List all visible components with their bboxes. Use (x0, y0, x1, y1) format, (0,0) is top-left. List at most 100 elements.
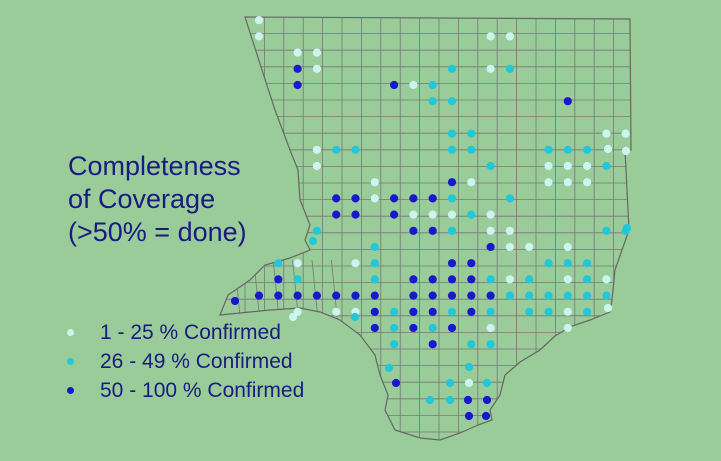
coverage-block-high (428, 226, 437, 235)
coverage-block-high (293, 80, 302, 90)
coverage-block-low (254, 32, 264, 41)
coverage-block-mid (428, 80, 437, 90)
coverage-block-high (428, 340, 437, 349)
coverage-block-mid (563, 291, 572, 300)
coverage-block-low (563, 275, 572, 284)
coverage-block-low (293, 48, 302, 57)
coverage-block-low (370, 178, 379, 187)
coverage-block-mid (428, 97, 437, 106)
coverage-block-mid (505, 291, 514, 300)
coverage-block-high (428, 275, 437, 284)
coverage-block-low (583, 178, 592, 187)
coverage-block-low (525, 242, 534, 252)
coverage-block-high (409, 226, 418, 235)
coverage-block-low (563, 161, 572, 171)
coverage-block-high (312, 291, 321, 300)
coverage-block-high (351, 210, 360, 219)
coverage-block-high (409, 323, 418, 333)
grid-line-vertical (220, 259, 222, 321)
coverage-block-high (447, 291, 457, 300)
coverage-block-mid (482, 378, 492, 388)
coverage-block-high (254, 291, 264, 300)
coverage-block-low (312, 161, 321, 171)
title-line-1: Completeness (68, 151, 241, 181)
legend-item-low: 1 - 25 % Confirmed (62, 318, 304, 347)
coverage-block-mid (384, 363, 394, 373)
coverage-block-high (293, 291, 302, 300)
coverage-block-low (603, 144, 613, 154)
coverage-block-low (254, 16, 264, 25)
coverage-block-high (351, 194, 360, 203)
coverage-block-high (482, 395, 492, 405)
coverage-block-high (447, 259, 457, 268)
coverage-block-low (505, 32, 514, 41)
coverage-block-mid (447, 64, 457, 73)
legend: 1 - 25 % Confirmed 26 - 49 % Confirmed 5… (62, 318, 304, 405)
coverage-block-high (370, 307, 379, 316)
coverage-block-high (332, 194, 341, 203)
title-line-2: of Coverage (68, 184, 216, 214)
coverage-block-mid (447, 226, 457, 235)
coverage-block-low (288, 312, 298, 322)
coverage-block-low (409, 80, 418, 90)
coverage-block-high (409, 275, 418, 284)
coverage-block-mid (583, 259, 592, 268)
coverage-block-high (370, 323, 379, 333)
coverage-block-low (505, 242, 514, 252)
coverage-block-high (463, 395, 473, 405)
coverage-block-mid (445, 395, 455, 405)
coverage-block-mid (544, 145, 553, 154)
coverage-block-mid (544, 307, 553, 316)
coverage-block-mid (370, 259, 379, 268)
coverage-block-low (312, 48, 321, 57)
coverage-block-mid (563, 145, 572, 154)
coverage-block-high (563, 97, 572, 106)
coverage-block-mid (445, 378, 455, 388)
coverage-block-mid (390, 323, 399, 333)
legend-label-high: 50 - 100 % Confirmed (100, 378, 305, 402)
coverage-block-high (409, 194, 418, 203)
coverage-block-high (447, 178, 457, 187)
map-title: Completeness of Coverage (>50% = done) (68, 150, 247, 249)
coverage-block-low (409, 210, 418, 219)
coverage-block-mid (505, 64, 514, 73)
coverage-block-mid (467, 210, 476, 219)
coverage-block-mid (583, 307, 592, 316)
coverage-block-mid (447, 194, 457, 203)
coverage-block-high (464, 411, 474, 421)
coverage-block-low (563, 323, 572, 333)
legend-item-high: 50 - 100 % Confirmed (62, 376, 304, 405)
coverage-block-high (390, 210, 399, 219)
coverage-block-low (544, 178, 553, 187)
coverage-block-low (486, 210, 495, 219)
coverage-block-low (486, 226, 495, 235)
coverage-block-mid (390, 340, 399, 349)
coverage-block-high (332, 210, 341, 219)
coverage-block-high (332, 291, 341, 300)
coverage-block-low (583, 161, 592, 171)
coverage-block-mid (602, 291, 611, 300)
coverage-block-low (370, 194, 379, 203)
grid-line-vertical (272, 259, 280, 321)
coverage-block-high (230, 296, 240, 306)
coverage-block-mid (467, 129, 476, 138)
coverage-block-high (428, 291, 437, 300)
coverage-block-low (351, 259, 360, 268)
coverage-block-low (621, 146, 631, 156)
coverage-block-low (428, 210, 437, 219)
coverage-block-low (603, 303, 613, 313)
coverage-block-low (293, 259, 302, 268)
coverage-block-high (467, 259, 476, 268)
title-line-3: (>50% = done) (68, 217, 247, 247)
coverage-block-low (312, 145, 321, 154)
coverage-block-mid (486, 307, 495, 316)
coverage-block-low (505, 275, 514, 284)
coverage-block-low (467, 178, 476, 187)
coverage-block-mid (602, 161, 611, 171)
coverage-block-mid (370, 275, 379, 284)
coverage-block-low (486, 64, 495, 73)
coverage-block-high (467, 291, 476, 300)
coverage-block-mid (544, 259, 553, 268)
county-outline (219, 16, 632, 441)
coverage-block-mid (447, 129, 457, 138)
